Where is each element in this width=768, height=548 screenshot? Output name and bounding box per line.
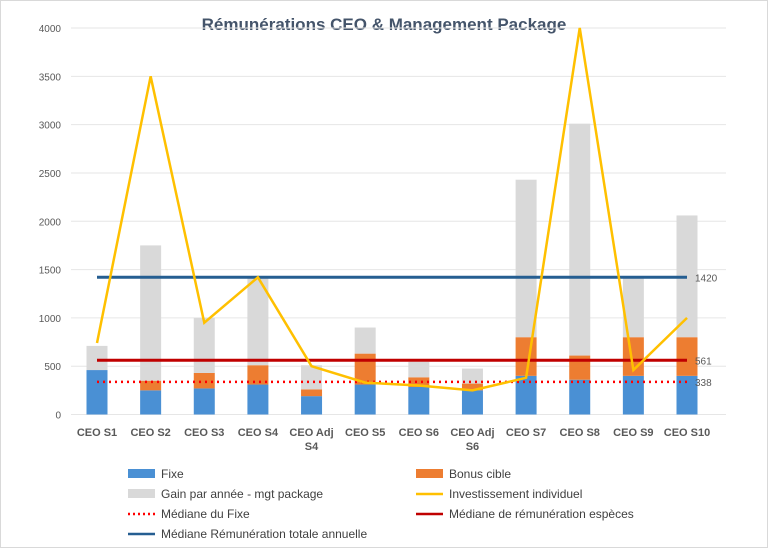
bar-fixe — [622, 375, 644, 415]
bar-gain-par-ann-e-mgt-package — [461, 368, 483, 384]
reference-label: 561 — [695, 356, 712, 367]
bar-fixe — [515, 375, 537, 415]
bar-gain-par-ann-e-mgt-package — [515, 179, 537, 338]
bar-bonus-cible — [140, 380, 162, 391]
x-tick-label: CEO S6 — [399, 427, 439, 439]
bar-fixe — [86, 370, 108, 415]
bar-fixe — [247, 384, 269, 415]
x-tick-label: CEO S5 — [345, 427, 385, 439]
x-tick-label: CEO S2 — [130, 427, 170, 439]
x-tick-label: CEO S1 — [77, 427, 117, 439]
legend-swatch — [128, 489, 155, 498]
legend-label: Bonus cible — [449, 467, 511, 481]
bar-bonus-cible — [301, 389, 323, 397]
bar-gain-par-ann-e-mgt-package — [301, 365, 323, 390]
bar-bonus-cible — [193, 372, 215, 389]
reference-label: 338 — [695, 378, 712, 389]
y-tick-label: 3000 — [39, 121, 62, 132]
bar-gain-par-ann-e-mgt-package — [193, 317, 215, 373]
x-tick-label: CEO Adj — [450, 427, 494, 439]
bar-fixe — [408, 386, 430, 415]
legend-swatch — [416, 469, 443, 478]
bar-bonus-cible — [408, 377, 430, 387]
bar-fixe — [461, 390, 483, 415]
bar-bonus-cible — [247, 365, 269, 385]
bar-fixe — [140, 390, 162, 415]
x-tick-label: CEO S9 — [613, 427, 653, 439]
x-tick-label: CEO S4 — [238, 427, 279, 439]
bar-bonus-cible — [676, 337, 698, 376]
legend-label: Médiane Rémunération totale annuelle — [161, 527, 367, 541]
y-tick-label: 1500 — [39, 266, 62, 277]
y-tick-label: 4000 — [39, 24, 62, 35]
legend-label: Médiane du Fixe — [161, 507, 250, 521]
y-tick-label: 2500 — [39, 169, 62, 180]
bar-gain-par-ann-e-mgt-package — [569, 123, 591, 356]
x-tick-label: CEO S7 — [506, 427, 546, 439]
x-tick-label: CEO S8 — [560, 427, 600, 439]
bar-fixe — [354, 384, 376, 415]
bar-gain-par-ann-e-mgt-package — [86, 345, 108, 371]
bar-gain-par-ann-e-mgt-package — [354, 327, 376, 354]
legend-label: Gain par année - mgt package — [161, 487, 323, 501]
legend-swatch — [128, 469, 155, 478]
chart-title: Rémunérations CEO & Management Package — [202, 15, 567, 34]
x-tick-label: CEO S10 — [664, 427, 710, 439]
bar-fixe — [569, 379, 591, 415]
y-tick-label: 500 — [44, 362, 61, 373]
legend-label: Médiane de rémunération espèces — [449, 507, 634, 521]
x-tick-label: CEO S3 — [184, 427, 224, 439]
y-tick-label: 0 — [55, 411, 61, 422]
x-tick-label: S4 — [305, 441, 319, 453]
x-tick-label: CEO Adj — [289, 427, 333, 439]
bar-fixe — [193, 388, 215, 415]
bar-gain-par-ann-e-mgt-package — [408, 361, 430, 378]
line-investissement — [95, 27, 688, 392]
bar-fixe — [301, 396, 323, 415]
bar-gain-par-ann-e-mgt-package — [247, 277, 269, 366]
bar-bonus-cible — [461, 383, 483, 391]
legend-label: Fixe — [161, 467, 184, 481]
x-tick-label: S6 — [466, 441, 479, 453]
reference-label: 1420 — [695, 273, 718, 284]
y-tick-label: 1000 — [39, 314, 62, 325]
bar-fixe — [676, 375, 698, 415]
y-tick-label: 2000 — [39, 217, 62, 228]
legend-label: Investissement individuel — [449, 487, 582, 501]
y-tick-label: 3500 — [39, 72, 62, 83]
bar-gain-par-ann-e-mgt-package — [622, 277, 644, 338]
bar-gain-par-ann-e-mgt-package — [140, 245, 162, 381]
